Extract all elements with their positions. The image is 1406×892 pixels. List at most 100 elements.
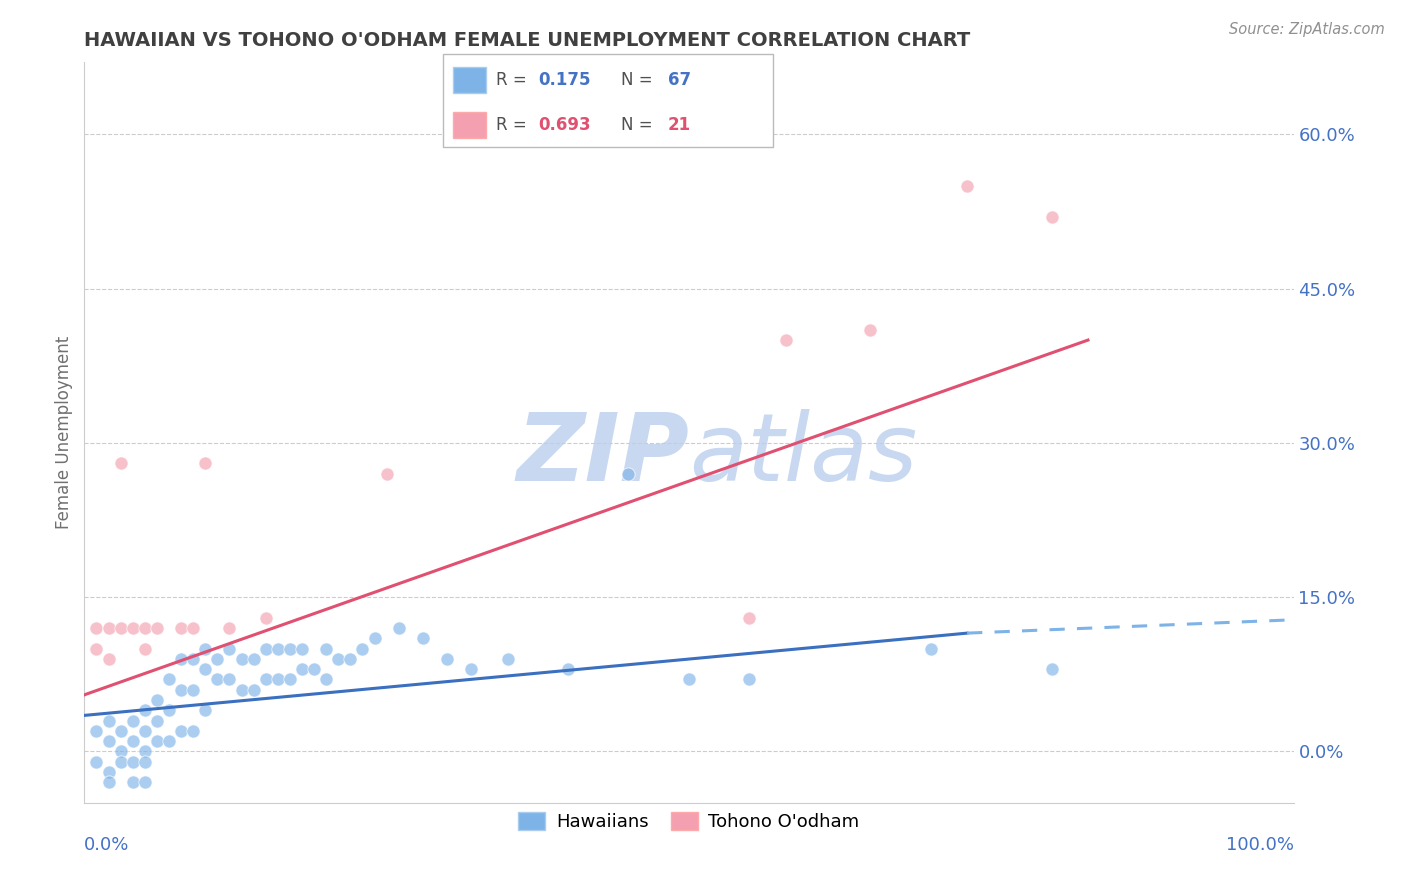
Text: R =: R = [496,116,531,134]
Point [181,621,204,635]
Point [1040,662,1063,676]
Point [170,621,193,635]
Point [254,611,277,625]
Y-axis label: Female Unemployment: Female Unemployment [55,336,73,529]
Text: Source: ZipAtlas.com: Source: ZipAtlas.com [1229,22,1385,37]
Point [738,673,761,687]
Bar [453,112,486,138]
Text: atlas: atlas [689,409,917,500]
Point [278,641,301,656]
FancyBboxPatch shape [443,54,773,147]
Point [738,611,761,625]
Point [97,621,120,635]
Point [121,734,143,748]
Point [97,775,120,789]
Point [267,673,290,687]
Point [218,621,240,635]
Point [231,652,253,666]
Text: N =: N = [621,116,658,134]
Point [254,641,277,656]
Point [134,775,156,789]
Point [375,467,398,481]
Point [218,673,240,687]
Point [207,673,229,687]
Text: 0.0%: 0.0% [84,836,129,855]
Text: N =: N = [621,70,658,88]
Point [170,652,193,666]
Point [194,457,217,471]
Legend: Hawaiians, Tohono O'odham: Hawaiians, Tohono O'odham [512,805,866,838]
Text: ZIP: ZIP [516,409,689,500]
Point [157,734,180,748]
Point [363,632,385,646]
Point [859,323,882,337]
Point [181,682,204,697]
Point [194,703,217,717]
Point [617,467,640,481]
Point [121,714,143,728]
Point [110,755,132,769]
Text: 67: 67 [668,70,690,88]
Point [134,621,156,635]
Point [134,703,156,717]
Point [291,641,314,656]
Point [315,673,337,687]
Point [412,632,434,646]
Point [291,662,314,676]
Text: 100.0%: 100.0% [1226,836,1294,855]
Point [121,775,143,789]
Point [339,652,361,666]
Point [146,734,169,748]
Point [388,621,411,635]
Point [97,652,120,666]
Text: 0.175: 0.175 [538,70,591,88]
Text: HAWAIIAN VS TOHONO O'ODHAM FEMALE UNEMPLOYMENT CORRELATION CHART: HAWAIIAN VS TOHONO O'ODHAM FEMALE UNEMPL… [84,30,970,50]
Point [134,641,156,656]
Point [181,723,204,738]
Bar [453,67,486,93]
Point [194,662,217,676]
Point [170,723,193,738]
Point [254,673,277,687]
Point [110,723,132,738]
Point [181,652,204,666]
Point [1040,210,1063,224]
Point [121,755,143,769]
Point [157,703,180,717]
Point [315,641,337,656]
Point [496,652,519,666]
Point [920,641,942,656]
Point [134,723,156,738]
Point [110,457,132,471]
Point [97,714,120,728]
Point [86,755,108,769]
Point [110,744,132,758]
Point [146,693,169,707]
Point [242,652,264,666]
Point [678,673,700,687]
Point [134,744,156,758]
Point [97,734,120,748]
Point [231,682,253,697]
Point [328,652,350,666]
Point [207,652,229,666]
Point [218,641,240,656]
Point [121,621,143,635]
Point [194,641,217,656]
Text: R =: R = [496,70,531,88]
Point [302,662,325,676]
Point [86,621,108,635]
Point [352,641,374,656]
Point [460,662,482,676]
Point [97,764,120,779]
Point [956,178,979,193]
Point [557,662,579,676]
Point [86,641,108,656]
Point [86,723,108,738]
Point [436,652,458,666]
Point [170,682,193,697]
Point [110,621,132,635]
Text: 21: 21 [668,116,690,134]
Point [267,641,290,656]
Point [775,333,797,347]
